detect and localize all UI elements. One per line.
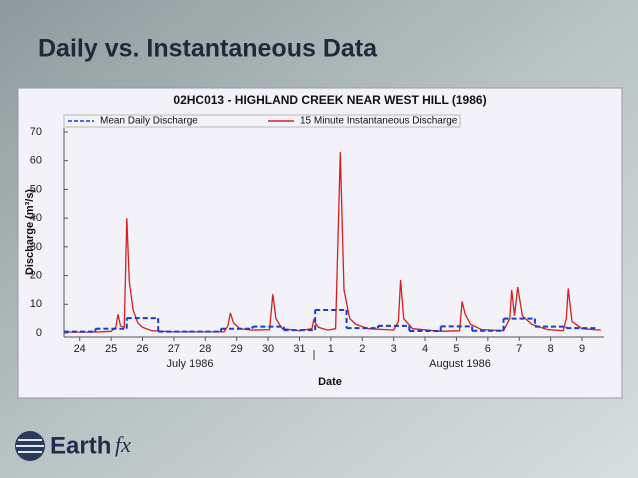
chart-title: 02HC013 - HIGHLAND CREEK NEAR WEST HILL … <box>173 93 486 107</box>
logo-lines <box>16 439 44 453</box>
x-tick-label: 6 <box>485 343 491 355</box>
month-label: July 1986 <box>166 358 213 370</box>
legend-label: Mean Daily Discharge <box>100 116 198 127</box>
x-tick-label: 5 <box>453 343 459 355</box>
y-tick-label: 50 <box>30 183 42 195</box>
x-tick-label: 29 <box>231 343 243 355</box>
x-tick-label: 28 <box>199 343 211 355</box>
slide-title: Daily vs. Instantaneous Data <box>38 35 378 63</box>
x-tick-label: 8 <box>548 343 554 355</box>
y-tick-label: 30 <box>30 241 42 253</box>
x-tick-label: 2 <box>359 343 365 355</box>
x-tick-label: 9 <box>579 343 585 355</box>
x-tick-label: 26 <box>136 343 148 355</box>
chart-panel <box>17 87 623 399</box>
x-tick-label: 30 <box>262 343 274 355</box>
y-tick-label: 20 <box>30 269 42 281</box>
x-tick-label: 3 <box>391 343 397 355</box>
logo-name: Earth <box>50 432 111 459</box>
x-axis-label: Date <box>318 376 342 388</box>
y-axis-label: Discharge (m³/s) <box>24 189 36 276</box>
x-tick-label: 31 <box>293 343 305 355</box>
y-tick-label: 40 <box>30 212 42 224</box>
y-tick-label: 70 <box>30 126 42 138</box>
x-tick-label: 1 <box>328 343 334 355</box>
y-tick-label: 0 <box>36 327 42 339</box>
y-tick-label: 10 <box>30 298 42 310</box>
legend <box>63 114 461 128</box>
logo: Earth fx <box>15 431 131 461</box>
logo-suffix: fx <box>115 432 131 457</box>
x-tick-label: 27 <box>168 343 180 355</box>
month-label: August 1986 <box>429 358 491 370</box>
legend-label: 15 Minute Instantaneous Discharge <box>300 116 458 127</box>
x-tick-label: 7 <box>516 343 522 355</box>
x-tick-label: 4 <box>422 343 428 355</box>
y-tick-label: 60 <box>30 155 42 167</box>
x-tick-label: 24 <box>74 343 86 355</box>
x-tick-label: 25 <box>105 343 117 355</box>
instantaneous-line <box>64 152 601 333</box>
